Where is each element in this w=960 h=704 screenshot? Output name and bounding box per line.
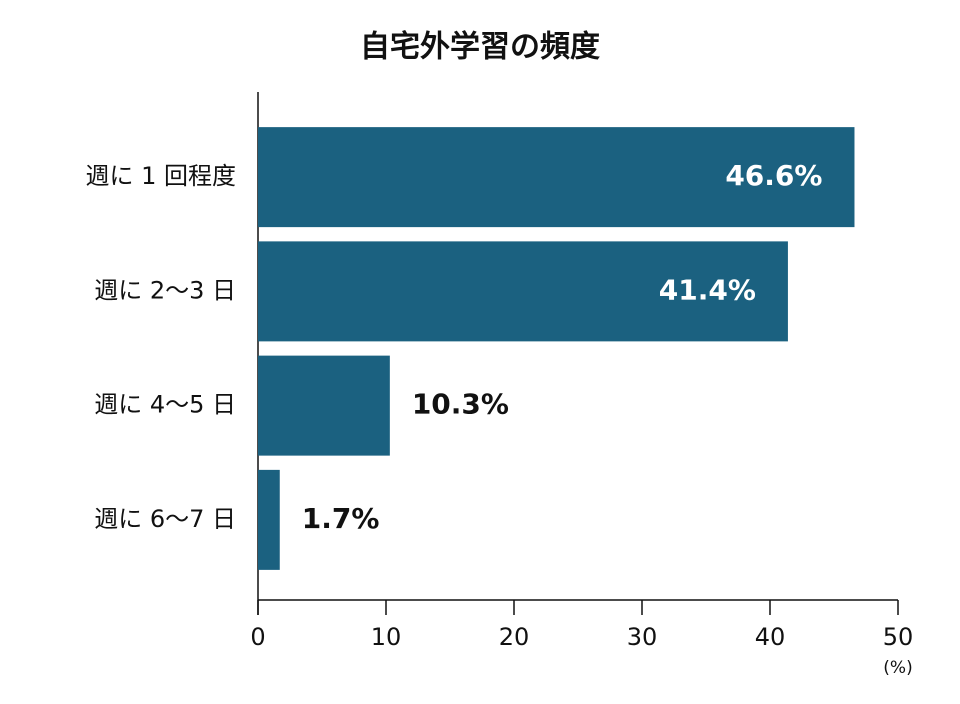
bar	[258, 469, 280, 570]
value-label: 41.4%	[659, 273, 756, 306]
x-tick-label: 20	[499, 623, 530, 651]
x-tick-label: 10	[371, 623, 402, 651]
y-tick-label: 週に 6〜7 日	[94, 505, 236, 533]
x-tick-label: 30	[627, 623, 658, 651]
value-label: 10.3%	[412, 388, 509, 421]
x-tick-label: 0	[250, 623, 265, 651]
x-tick-label: 40	[755, 623, 786, 651]
y-tick-label: 週に 2〜3 日	[94, 276, 236, 304]
chart-title: 自宅外学習の頻度	[360, 30, 600, 65]
value-label: 1.7%	[302, 502, 380, 535]
value-label: 46.6%	[725, 159, 822, 192]
x-tick-label: 50	[883, 623, 914, 651]
y-tick-label: 週に 1 回程度	[85, 162, 236, 190]
y-tick-label: 週に 4〜5 日	[94, 391, 236, 419]
bar	[258, 241, 788, 342]
bar	[258, 127, 855, 228]
bar	[258, 355, 390, 456]
x-axis-label: (%)	[883, 658, 912, 678]
